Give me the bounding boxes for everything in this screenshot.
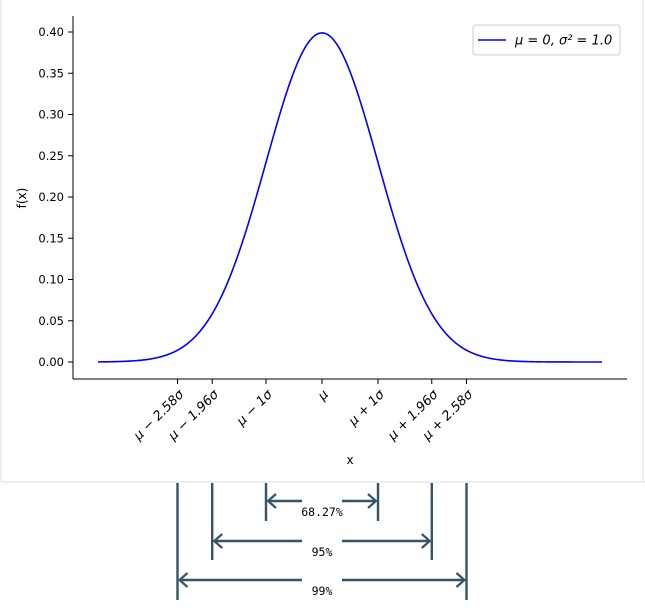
y-tick-label: 0.10 <box>38 273 64 287</box>
interval-arrowhead-left <box>266 493 277 509</box>
interval-label: 99% <box>312 584 333 598</box>
interval-arrowhead-left <box>212 533 223 549</box>
y-axis-label: f(x) <box>15 188 29 209</box>
interval-label: 68.27% <box>301 505 343 519</box>
y-tick-label: 0.40 <box>38 25 64 39</box>
legend-entry-label: μ = 0, σ² = 1.0 <box>514 34 612 49</box>
y-tick-label: 0.35 <box>38 66 64 80</box>
y-tick-label: 0.05 <box>38 314 64 328</box>
interval-arrowhead-right <box>421 533 432 549</box>
interval-arrowhead-left <box>177 572 189 588</box>
interval-label: 95% <box>312 545 333 559</box>
series-line-normal-pdf <box>97 32 602 363</box>
interval-arrowhead-right <box>455 572 467 588</box>
x-axis-label: x <box>346 453 353 467</box>
y-axis-ticks: 0.00 0.05 0.10 0.15 0.20 0.25 0.30 0.35 0.40 <box>38 25 73 369</box>
interval-arrowhead-right <box>367 493 378 509</box>
legend: μ = 0, σ² = 1.0 <box>472 24 621 56</box>
y-tick-label: 0.30 <box>38 108 64 122</box>
legend-box <box>472 24 621 56</box>
y-tick-label: 0.20 <box>38 190 64 204</box>
y-tick-label: 0.25 <box>38 149 64 163</box>
interval-annotations: 68.27% 95% 99% <box>176 483 468 600</box>
y-tick-label: 0.00 <box>38 355 64 369</box>
y-tick-label: 0.15 <box>38 231 64 245</box>
